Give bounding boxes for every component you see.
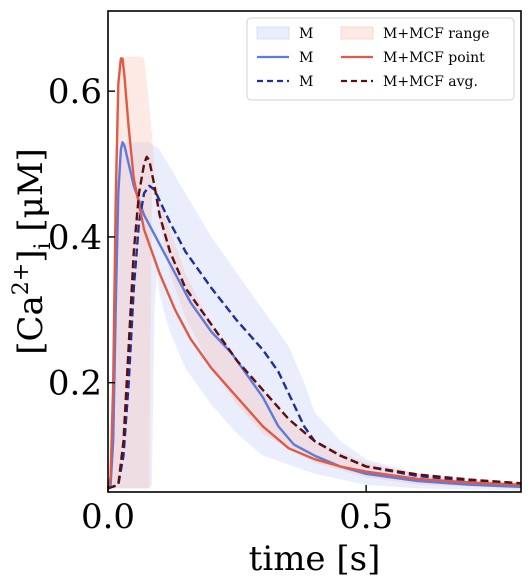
x-tick-label: 0.5 [339, 497, 393, 537]
y-tick-label: 0.2 [48, 364, 102, 404]
legend-entry: M+MCF avg. [341, 74, 478, 90]
legend-entry: M [256, 26, 313, 42]
y-axis-label-unit: [μM] [11, 148, 51, 242]
ticks-layer: 0.0 0.5 0.2 0.4 0.6 [48, 72, 393, 537]
y-tick-label: 0.4 [48, 218, 102, 258]
legend-label: M [299, 50, 313, 66]
legend-swatch-band [256, 26, 290, 40]
x-axis-label: time [s] [249, 539, 381, 579]
legend-label: M [299, 26, 313, 42]
series-line-2 [106, 57, 522, 489]
legend-entry: M+MCF point [341, 50, 485, 66]
x-tick-label: 0.0 [81, 497, 135, 537]
y-axis-label-close: ] [11, 250, 51, 263]
legend-label: M+MCF point [383, 50, 485, 66]
legend-entry: M+MCF range [340, 26, 490, 42]
y-axis-label-sup: 2+ [9, 263, 34, 295]
legend-entry: M [257, 50, 313, 66]
series-line-3 [107, 155, 522, 490]
y-axis-label-sub: i [31, 242, 56, 249]
band-1 [108, 56, 521, 489]
band-0 [108, 142, 521, 491]
lines-layer [106, 57, 522, 490]
legend-label: M [299, 74, 313, 90]
plot-frame [107, 10, 522, 493]
legend-swatch-band [340, 26, 374, 40]
legend-box [246, 17, 515, 101]
y-tick-label: 0.6 [48, 72, 102, 112]
legend-label: M+MCF avg. [383, 74, 478, 90]
y-axis-label-main: [Ca [11, 295, 51, 355]
y-axis-label: [Ca2+]i [μM] [9, 148, 56, 355]
legend-entry: M [257, 74, 313, 90]
bands-layer [108, 56, 521, 491]
legend-label: M+MCF range [383, 26, 490, 42]
